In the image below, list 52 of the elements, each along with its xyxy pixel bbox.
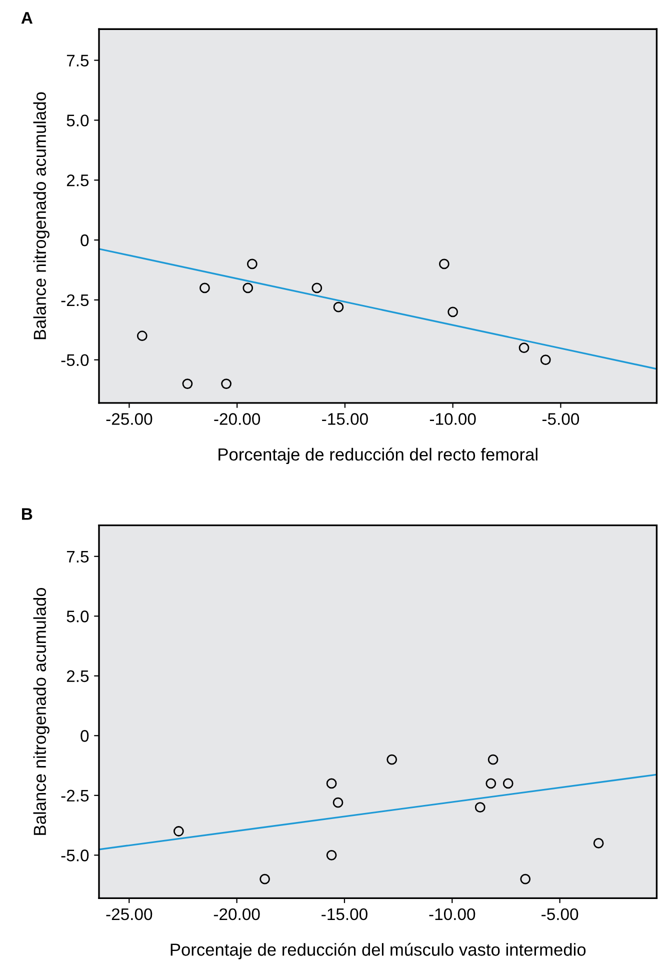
x-axis-title: Porcentaje de reducción del músculo vasto intermedio [170,942,586,960]
y-tick-label: 5.0 [66,610,89,622]
x-tick-label: -20.00 [214,413,260,425]
point [326,778,337,789]
point [173,826,184,836]
point [242,282,254,294]
point [333,302,344,312]
y-tick-label: -2.5 [61,294,89,306]
point [448,306,458,318]
point [312,282,322,294]
y-tick-label: -5.0 [61,354,89,366]
point [200,282,210,294]
x-tick-label: -5.00 [542,908,578,920]
point [260,874,270,884]
x-tick-label: -25.00 [106,413,152,425]
point [136,330,148,342]
point [221,378,232,389]
y-tick-label: 5.0 [66,114,89,126]
y-tick-label: 0 [80,234,89,246]
y-tick-label: 2.5 [66,174,89,186]
x-axis-title: Porcentaje de reducción del recto femoral [218,448,538,464]
y-tick-label: -2.5 [61,790,89,802]
point [438,258,450,270]
point [246,258,258,270]
chart-title: A [21,12,33,24]
point [502,778,514,789]
y-tick-label: 7.5 [66,550,89,563]
x-tick-label: -5.00 [542,413,580,425]
point [486,778,496,789]
y-axis-title: Balance nitrogenado acumulado [33,588,50,835]
point [518,342,530,354]
chart-title: B [22,508,32,520]
point [520,874,531,884]
point [540,354,551,366]
point [474,802,486,813]
y-tick-label: 2.5 [66,670,89,682]
y-axis-title: Balance nitrogenado acumulado [33,92,50,340]
y-tick-label: 7.5 [66,54,89,66]
x-tick-label: -10.00 [430,413,476,425]
x-tick-label: -15.00 [322,908,368,920]
y-tick-label: 0 [80,730,89,742]
point [488,754,498,765]
point [182,378,193,389]
x-tick-label: -20.00 [214,908,260,920]
point [326,850,337,860]
point [386,754,398,765]
x-tick-label: -15.00 [322,413,368,425]
point [593,838,604,848]
point [332,797,344,808]
x-tick-label: -25.00 [106,908,152,920]
x-tick-label: -10.00 [429,908,476,920]
y-tick-label: -5.0 [61,850,89,862]
